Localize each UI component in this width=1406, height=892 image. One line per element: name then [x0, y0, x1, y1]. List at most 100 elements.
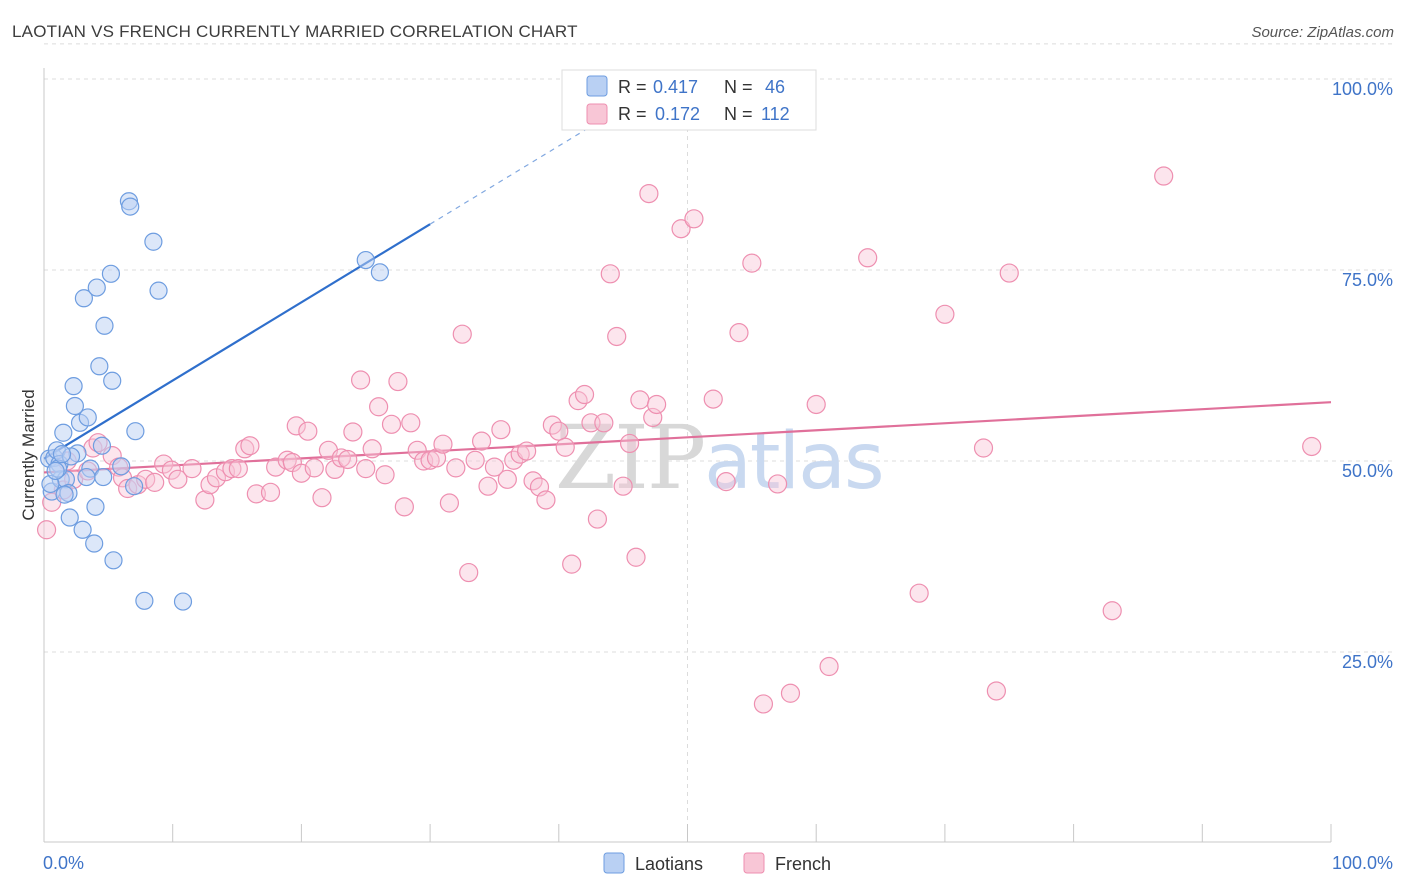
laotians-point [54, 423, 73, 442]
french-point [767, 474, 788, 494]
laotians-point [86, 497, 105, 516]
y-tick-label: 50.0% [1342, 461, 1393, 481]
french-point [780, 683, 801, 703]
legend-r-value-laotians: 0.417 [653, 77, 698, 97]
legend-n-label-laotians: N = [724, 77, 753, 97]
french-point [407, 440, 427, 460]
laotians-point [90, 357, 109, 376]
french-point [684, 209, 704, 229]
bottom-legend-label-french: French [775, 854, 831, 874]
laotians-point [173, 592, 193, 611]
source-label: Source: ZipAtlas.com [1251, 24, 1394, 41]
french-point [639, 184, 659, 204]
french-point [986, 681, 1006, 701]
laotians-point [104, 551, 123, 570]
french-point [362, 439, 382, 459]
laotians-point [121, 197, 140, 216]
french-point [806, 394, 826, 415]
french-point [973, 438, 994, 458]
bottom-legend-swatch-laotians [603, 852, 625, 874]
french-point [452, 324, 472, 344]
french-trend-line [43, 401, 1332, 474]
french-point [168, 469, 188, 489]
french-point [626, 547, 646, 567]
french-point [607, 326, 627, 347]
french-point [819, 656, 839, 677]
laotians-point [112, 457, 131, 476]
x-tick-label-min: 0.0% [43, 853, 84, 873]
french-point [433, 434, 453, 454]
french-point [613, 476, 633, 496]
french-point [1102, 601, 1122, 621]
legend-swatch-laotians [586, 75, 608, 97]
laotians-point [52, 445, 72, 464]
french-point [465, 450, 485, 470]
french-point [478, 476, 498, 496]
french-point [246, 484, 266, 504]
french-point [1154, 166, 1174, 186]
french-point [536, 490, 556, 510]
legend-r-value-french: 0.172 [655, 104, 700, 124]
y-tick-label: 75.0% [1342, 270, 1393, 290]
french-point [240, 436, 260, 456]
x-tick-label-max: 100.0% [1332, 853, 1393, 873]
french-point [195, 490, 215, 510]
legend-r-label-laotians: R = [618, 77, 647, 97]
french-point [517, 441, 537, 461]
french-point [716, 472, 736, 492]
french-point [703, 389, 723, 409]
laotians-point [87, 278, 106, 297]
laotians-point [77, 467, 96, 487]
laotians-point [65, 396, 84, 416]
legend-n-label-french: N = [724, 104, 753, 124]
french-point [600, 264, 620, 284]
legend-n-value-laotians: 46 [765, 77, 785, 97]
laotians-point [95, 316, 114, 335]
french-point [381, 414, 402, 434]
french-point [858, 248, 878, 268]
french-point [235, 439, 255, 459]
french-point [497, 469, 517, 489]
french-point [331, 448, 351, 468]
french-point [286, 416, 306, 436]
french-point [298, 421, 318, 441]
laotians-point [92, 436, 112, 455]
french-point [587, 509, 608, 529]
legend-n-value-french: 112 [761, 104, 790, 124]
french-point [619, 433, 640, 454]
french-point [401, 413, 421, 433]
y-tick-label: 25.0% [1342, 652, 1393, 672]
french-point [388, 371, 408, 392]
french-point [356, 459, 376, 479]
laotians-trend-extension [429, 106, 624, 225]
french-point [182, 459, 202, 479]
french-point [671, 219, 691, 239]
laotians-point [64, 377, 83, 396]
french-point [1302, 436, 1322, 457]
french-point [338, 449, 358, 470]
french-point [549, 421, 569, 441]
french-point [909, 583, 929, 603]
laotians-points [40, 192, 390, 611]
laotians-point [135, 591, 154, 610]
french-point [729, 323, 749, 343]
watermark-zip: ZIP [555, 406, 704, 509]
french-point [36, 520, 57, 540]
y-tick-labels: 25.0% 50.0% 75.0% 100.0% [1332, 79, 1393, 672]
laotians-point [78, 408, 97, 427]
laotians-point [85, 534, 104, 553]
french-point [555, 437, 575, 457]
correlation-legend: R = 0.417 N = 46 R = 0.172 N = 112 [561, 69, 817, 131]
french-point [484, 457, 505, 477]
french-point [742, 253, 762, 273]
french-point [312, 488, 332, 508]
y-tick-label: 100.0% [1332, 79, 1393, 99]
laotians-point [103, 371, 122, 390]
y-axis-label: Currently Married [19, 389, 38, 520]
french-point [325, 459, 345, 480]
french-point [574, 384, 595, 405]
french-point [471, 431, 492, 451]
laotians-point [46, 461, 65, 481]
legend-swatch-french [586, 103, 608, 125]
